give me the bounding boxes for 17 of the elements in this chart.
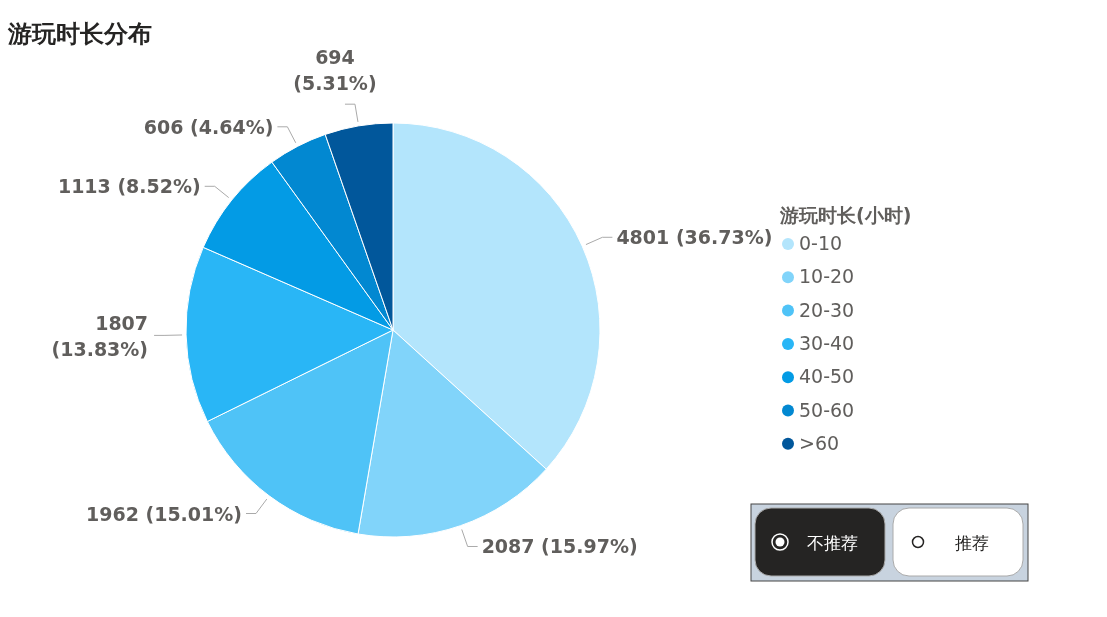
legend-label: 0-10 bbox=[799, 232, 843, 254]
data-label: 694 (5.31%) bbox=[293, 46, 377, 95]
data-label: 1807 (13.83%) bbox=[51, 312, 149, 361]
slicer: 不推荐 推荐 bbox=[750, 503, 1029, 582]
legend-label: 20-30 bbox=[799, 298, 855, 321]
data-label: 1962 (15.01%) bbox=[86, 502, 242, 525]
legend-label: 30-40 bbox=[799, 331, 855, 354]
legend-title: 游玩时长(小时) bbox=[779, 204, 912, 226]
legend-label: 40-50 bbox=[799, 365, 855, 388]
data-label: 606 (4.64%) bbox=[143, 115, 274, 138]
legend-label: 50-60 bbox=[799, 398, 855, 421]
chart-title: 游玩时长分布 bbox=[7, 20, 152, 48]
data-label: 4801 (36.73%) bbox=[616, 226, 773, 249]
data-label: 2087 (15.97%) bbox=[481, 535, 638, 558]
legend-label: 10-20 bbox=[799, 265, 855, 288]
data-label: 1113 (8.52%) bbox=[57, 175, 201, 198]
legend-label: >60 bbox=[799, 431, 840, 454]
